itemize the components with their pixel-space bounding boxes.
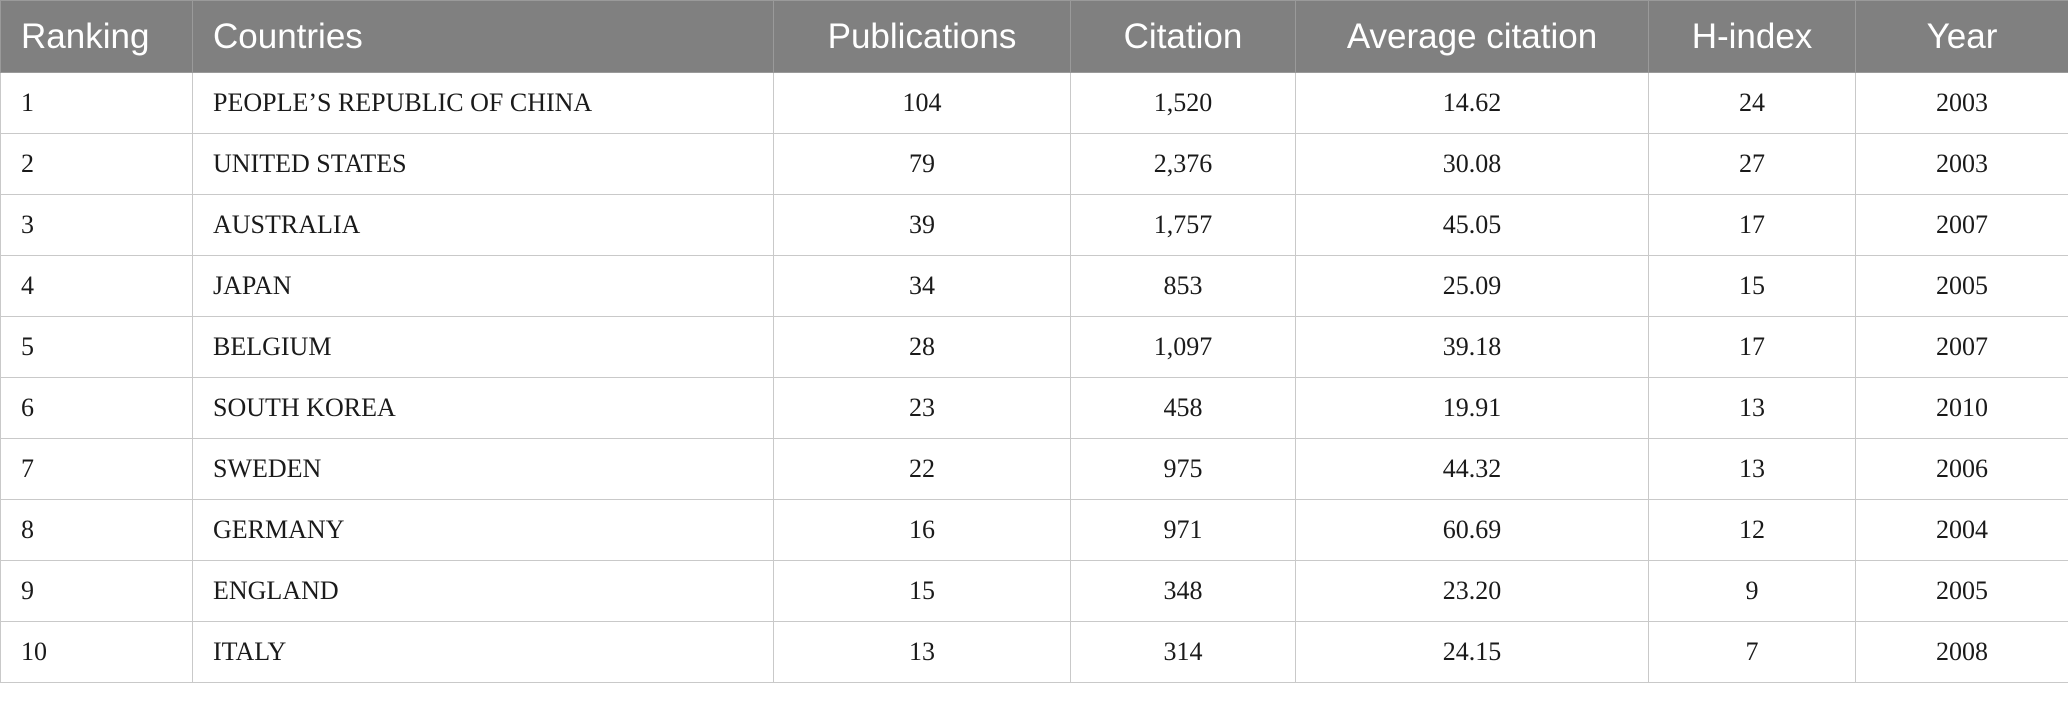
cell-year: 2005 bbox=[1855, 255, 2068, 317]
cell-citation: 2,376 bbox=[1070, 133, 1296, 195]
cell-publications: 13 bbox=[773, 621, 1071, 683]
cell-h-index: 15 bbox=[1648, 255, 1856, 317]
cell-publications: 28 bbox=[773, 316, 1071, 378]
table-row: 10 ITALY 13 314 24.15 7 2008 bbox=[0, 621, 2068, 683]
cell-publications: 79 bbox=[773, 133, 1071, 195]
cell-publications: 16 bbox=[773, 499, 1071, 561]
cell-ranking: 5 bbox=[0, 316, 193, 378]
table-row: 1 PEOPLE’S REPUBLIC OF CHINA 104 1,520 1… bbox=[0, 72, 2068, 134]
cell-average-citation: 30.08 bbox=[1295, 133, 1649, 195]
cell-year: 2003 bbox=[1855, 133, 2068, 195]
cell-country: SOUTH KOREA bbox=[192, 377, 774, 439]
table-row: 8 GERMANY 16 971 60.69 12 2004 bbox=[0, 499, 2068, 561]
header-ranking: Ranking bbox=[0, 0, 193, 73]
cell-average-citation: 23.20 bbox=[1295, 560, 1649, 622]
header-publications: Publications bbox=[773, 0, 1071, 73]
cell-average-citation: 60.69 bbox=[1295, 499, 1649, 561]
cell-publications: 34 bbox=[773, 255, 1071, 317]
cell-publications: 15 bbox=[773, 560, 1071, 622]
cell-year: 2003 bbox=[1855, 72, 2068, 134]
cell-country: JAPAN bbox=[192, 255, 774, 317]
cell-year: 2010 bbox=[1855, 377, 2068, 439]
cell-average-citation: 14.62 bbox=[1295, 72, 1649, 134]
cell-country: PEOPLE’S REPUBLIC OF CHINA bbox=[192, 72, 774, 134]
cell-country: BELGIUM bbox=[192, 316, 774, 378]
cell-citation: 314 bbox=[1070, 621, 1296, 683]
cell-citation: 1,097 bbox=[1070, 316, 1296, 378]
cell-ranking: 7 bbox=[0, 438, 193, 500]
cell-h-index: 24 bbox=[1648, 72, 1856, 134]
cell-country: GERMANY bbox=[192, 499, 774, 561]
cell-publications: 22 bbox=[773, 438, 1071, 500]
cell-h-index: 12 bbox=[1648, 499, 1856, 561]
cell-ranking: 3 bbox=[0, 194, 193, 256]
cell-publications: 23 bbox=[773, 377, 1071, 439]
cell-ranking: 4 bbox=[0, 255, 193, 317]
cell-ranking: 9 bbox=[0, 560, 193, 622]
header-year: Year bbox=[1855, 0, 2068, 73]
cell-h-index: 9 bbox=[1648, 560, 1856, 622]
cell-ranking: 1 bbox=[0, 72, 193, 134]
cell-h-index: 7 bbox=[1648, 621, 1856, 683]
cell-year: 2006 bbox=[1855, 438, 2068, 500]
header-h-index: H-index bbox=[1648, 0, 1856, 73]
table-row: 7 SWEDEN 22 975 44.32 13 2006 bbox=[0, 438, 2068, 500]
cell-average-citation: 39.18 bbox=[1295, 316, 1649, 378]
cell-h-index: 13 bbox=[1648, 377, 1856, 439]
table-row: 9 ENGLAND 15 348 23.20 9 2005 bbox=[0, 560, 2068, 622]
cell-ranking: 8 bbox=[0, 499, 193, 561]
table-row: 4 JAPAN 34 853 25.09 15 2005 bbox=[0, 255, 2068, 317]
header-average-citation: Average citation bbox=[1295, 0, 1649, 73]
table-row: 6 SOUTH KOREA 23 458 19.91 13 2010 bbox=[0, 377, 2068, 439]
cell-country: SWEDEN bbox=[192, 438, 774, 500]
cell-country: UNITED STATES bbox=[192, 133, 774, 195]
cell-citation: 458 bbox=[1070, 377, 1296, 439]
cell-year: 2008 bbox=[1855, 621, 2068, 683]
cell-h-index: 17 bbox=[1648, 316, 1856, 378]
cell-citation: 348 bbox=[1070, 560, 1296, 622]
cell-average-citation: 44.32 bbox=[1295, 438, 1649, 500]
cell-citation: 975 bbox=[1070, 438, 1296, 500]
cell-average-citation: 19.91 bbox=[1295, 377, 1649, 439]
cell-year: 2005 bbox=[1855, 560, 2068, 622]
cell-year: 2007 bbox=[1855, 194, 2068, 256]
cell-citation: 1,520 bbox=[1070, 72, 1296, 134]
cell-year: 2004 bbox=[1855, 499, 2068, 561]
cell-h-index: 17 bbox=[1648, 194, 1856, 256]
cell-average-citation: 45.05 bbox=[1295, 194, 1649, 256]
cell-publications: 104 bbox=[773, 72, 1071, 134]
cell-citation: 971 bbox=[1070, 499, 1296, 561]
cell-ranking: 2 bbox=[0, 133, 193, 195]
cell-h-index: 13 bbox=[1648, 438, 1856, 500]
cell-ranking: 6 bbox=[0, 377, 193, 439]
table-row: 2 UNITED STATES 79 2,376 30.08 27 2003 bbox=[0, 133, 2068, 195]
cell-country: ENGLAND bbox=[192, 560, 774, 622]
cell-country: ITALY bbox=[192, 621, 774, 683]
cell-ranking: 10 bbox=[0, 621, 193, 683]
cell-citation: 853 bbox=[1070, 255, 1296, 317]
cell-publications: 39 bbox=[773, 194, 1071, 256]
table-row: 5 BELGIUM 28 1,097 39.18 17 2007 bbox=[0, 316, 2068, 378]
countries-ranking-table: Ranking Countries Publications Citation … bbox=[0, 0, 2068, 683]
cell-average-citation: 24.15 bbox=[1295, 621, 1649, 683]
header-countries: Countries bbox=[192, 0, 774, 73]
table-row: 3 AUSTRALIA 39 1,757 45.05 17 2007 bbox=[0, 194, 2068, 256]
cell-country: AUSTRALIA bbox=[192, 194, 774, 256]
header-citation: Citation bbox=[1070, 0, 1296, 73]
cell-h-index: 27 bbox=[1648, 133, 1856, 195]
cell-citation: 1,757 bbox=[1070, 194, 1296, 256]
header-row: Ranking Countries Publications Citation … bbox=[0, 0, 2068, 73]
cell-average-citation: 25.09 bbox=[1295, 255, 1649, 317]
cell-year: 2007 bbox=[1855, 316, 2068, 378]
